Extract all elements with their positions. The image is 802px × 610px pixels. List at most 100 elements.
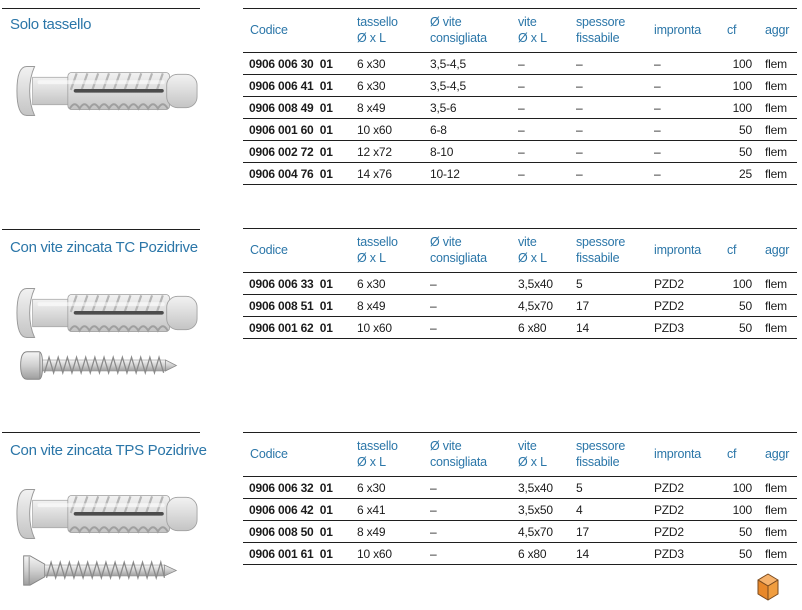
cell-spessore: – [569, 118, 647, 141]
cell-vite-consigliata: 3,5-4,5 [423, 74, 511, 97]
cell-tassello: 8 x49 [350, 96, 423, 119]
table-row: 0906 001 61 01 10 x60–6 x80 14 PZD3 50 flem [243, 542, 797, 565]
cell-spessore: 5 [569, 476, 647, 499]
cell-vite-consigliata: 3,5-4,5 [423, 52, 511, 75]
cell-vite: 4,5x70 [511, 520, 569, 543]
cell-vite-consigliata: – [423, 476, 511, 499]
col-header-tassello: tassello Ø x L [350, 228, 423, 273]
cell-aggr: flem [755, 476, 797, 499]
cell-spessore: 14 [569, 542, 647, 565]
cell-codice: 0906 006 30 01 [243, 52, 350, 75]
section-title-solo-tassello: Solo tassello [10, 16, 92, 33]
cell-impronta: PZD2 [647, 272, 727, 295]
cell-impronta: PZD2 [647, 476, 727, 499]
cell-vite-consigliata: 10-12 [423, 162, 511, 185]
cell-aggr: flem [755, 498, 797, 521]
cell-impronta: – [647, 74, 727, 97]
col-header-aggr: aggr [755, 8, 797, 53]
cell-cf: 50 [727, 520, 755, 543]
cell-spessore: – [569, 74, 647, 97]
cell-codice: 0906 006 42 01 [243, 498, 350, 521]
section-divider [2, 432, 200, 433]
col-header-impronta: impronta [647, 228, 727, 273]
cell-codice: 0906 001 62 01 [243, 316, 350, 339]
cell-spessore: 4 [569, 498, 647, 521]
col-header-cf: cf [727, 228, 755, 273]
col-header-codice: Codice [243, 8, 350, 53]
cell-cf: 100 [727, 272, 755, 295]
cell-tassello: 14 x76 [350, 162, 423, 185]
cell-cf: 25 [727, 162, 755, 185]
cell-tassello: 10 x60 [350, 118, 423, 141]
cell-vite: 3,5x40 [511, 272, 569, 295]
section-divider [2, 229, 200, 230]
cell-impronta: PZD2 [647, 498, 727, 521]
cell-aggr: flem [755, 140, 797, 163]
anchor-product-image [14, 64, 200, 118]
cell-tassello: 6 x30 [350, 74, 423, 97]
cell-codice: 0906 008 50 01 [243, 520, 350, 543]
col-header-vite-consigliata: Ø vite consigliata [423, 432, 511, 477]
cell-spessore: – [569, 96, 647, 119]
cell-vite-consigliata: – [423, 498, 511, 521]
cell-vite: 6 x80 [511, 316, 569, 339]
cell-codice: 0906 001 60 01 [243, 118, 350, 141]
section-title-tc-pozidrive: Con vite zincata TC Pozidrive [10, 239, 198, 256]
cell-aggr: flem [755, 162, 797, 185]
cell-tassello: 8 x49 [350, 294, 423, 317]
cell-cf: 50 [727, 316, 755, 339]
section-title-tps-pozidrive: Con vite zincata TPS Pozidrive [10, 442, 207, 459]
cell-tassello: 10 x60 [350, 542, 423, 565]
table-row: 0906 008 50 01 8 x49–4,5x70 17 PZD2 50 flem [243, 520, 797, 543]
table-row: 0906 006 30 01 6 x30 3,5-4,5– – –100 flem [243, 52, 797, 75]
cell-aggr: flem [755, 294, 797, 317]
cell-impronta: – [647, 52, 727, 75]
package-cube-icon[interactable] [756, 573, 780, 601]
cell-aggr: flem [755, 74, 797, 97]
table-row: 0906 001 62 01 10 x60–6 x80 14 PZD3 50 flem [243, 316, 797, 339]
col-header-cf: cf [727, 432, 755, 477]
table-row: 0906 006 32 01 6 x30–3,5x40 5 PZD2 100 flem [243, 476, 797, 499]
cell-aggr: flem [755, 316, 797, 339]
cell-codice: 0906 004 76 01 [243, 162, 350, 185]
cell-impronta: PZD3 [647, 542, 727, 565]
cell-spessore: – [569, 52, 647, 75]
table-row: 0906 008 51 01 8 x49–4,5x70 17 PZD2 50 flem [243, 294, 797, 317]
cell-spessore: 17 [569, 520, 647, 543]
cell-vite-consigliata: – [423, 542, 511, 565]
table-solo-tassello: Codice tassello Ø x L Ø vite consigliata v… [243, 8, 797, 185]
cell-spessore: 5 [569, 272, 647, 295]
cell-spessore: 17 [569, 294, 647, 317]
cell-vite-consigliata: – [423, 294, 511, 317]
table-row: 0906 006 33 01 6 x30–3,5x40 5 PZD2 100 flem [243, 272, 797, 295]
col-header-aggr: aggr [755, 432, 797, 477]
cell-tassello: 10 x60 [350, 316, 423, 339]
cell-vite: 4,5x70 [511, 294, 569, 317]
table-header-row: Codice tassello Ø x L Ø vite consigliata v… [243, 228, 797, 273]
cell-codice: 0906 008 49 01 [243, 96, 350, 119]
col-header-cf: cf [727, 8, 755, 53]
col-header-vite: vite Ø x L [511, 432, 569, 477]
cell-vite: 3,5x50 [511, 498, 569, 521]
cell-impronta: PZD3 [647, 316, 727, 339]
cell-tassello: 6 x41 [350, 498, 423, 521]
table-row: 0906 008 49 01 8 x49 3,5-6– – –100 flem [243, 96, 797, 119]
cell-impronta: – [647, 96, 727, 119]
cell-impronta: – [647, 118, 727, 141]
cell-cf: 100 [727, 498, 755, 521]
cell-codice: 0906 002 72 01 [243, 140, 350, 163]
cell-cf: 100 [727, 476, 755, 499]
countersunk-screw-image [20, 552, 180, 589]
cell-vite: – [511, 96, 569, 119]
cell-codice: 0906 006 32 01 [243, 476, 350, 499]
cell-vite-consigliata: 3,5-6 [423, 96, 511, 119]
cell-cf: 50 [727, 140, 755, 163]
cell-tassello: 6 x30 [350, 272, 423, 295]
col-header-codice: Codice [243, 228, 350, 273]
cell-tassello: 6 x30 [350, 52, 423, 75]
cell-vite-consigliata: – [423, 272, 511, 295]
col-header-aggr: aggr [755, 228, 797, 273]
table-tc-pozidrive: Codice tassello Ø x L Ø vite consigliata v… [243, 228, 797, 339]
pan-head-screw-image [18, 349, 180, 382]
